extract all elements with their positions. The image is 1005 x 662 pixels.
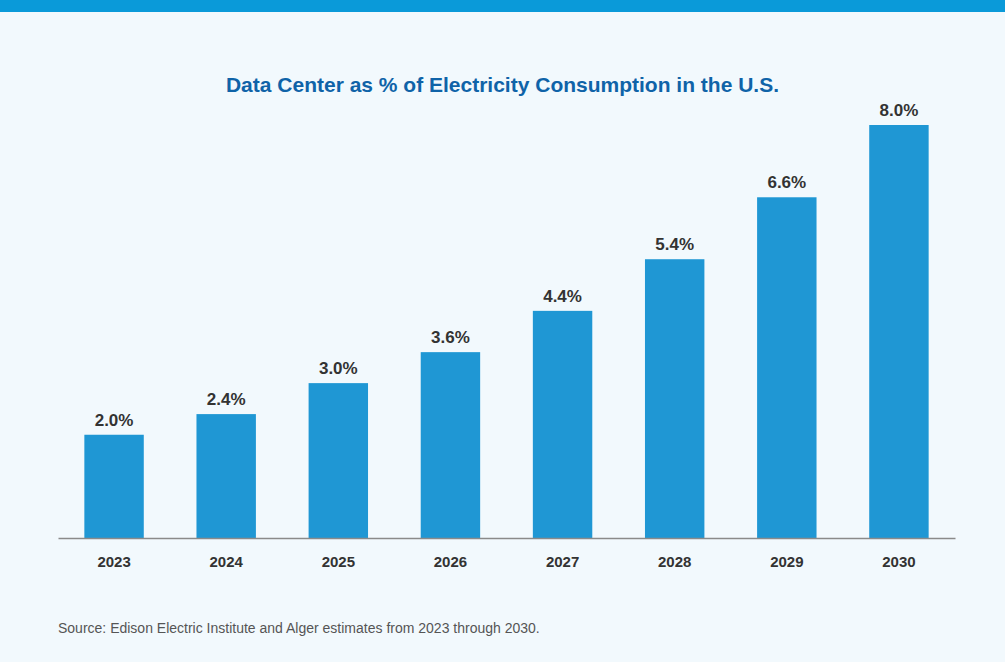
x-axis: 2023 2024 2025 2026 2027 2028 2029 2030 <box>59 538 956 570</box>
top-stripe <box>0 0 1005 12</box>
bar <box>869 125 928 538</box>
x-tick-label: 2028 <box>658 553 691 570</box>
x-tick-label: 2023 <box>97 553 130 570</box>
bar <box>84 435 143 538</box>
data-label: 3.0% <box>319 359 358 378</box>
x-tick-label: 2030 <box>882 553 915 570</box>
source-note: Source: Edison Electric Institute and Al… <box>58 620 540 636</box>
x-tick: 2025 <box>322 538 355 570</box>
x-tick: 2028 <box>658 538 691 570</box>
bar <box>309 383 368 538</box>
data-label: 3.6% <box>431 328 470 347</box>
data-label: 5.4% <box>655 235 694 254</box>
bars <box>84 125 928 538</box>
data-labels: 2.0% 2.4% 3.0% 3.6% 4.4% 5.4% 6.6% 8.0% <box>95 101 919 430</box>
x-tick-label: 2027 <box>546 553 579 570</box>
bar <box>196 414 255 538</box>
background <box>0 0 1005 662</box>
data-label: 4.4% <box>543 287 582 306</box>
x-tick: 2030 <box>882 538 915 570</box>
x-axis-line <box>59 538 956 540</box>
bar <box>533 311 592 538</box>
data-label: 2.0% <box>95 411 134 430</box>
x-tick: 2027 <box>546 538 579 570</box>
x-tick-label: 2026 <box>434 553 467 570</box>
x-tick-label: 2025 <box>322 553 355 570</box>
x-tick: 2026 <box>434 538 467 570</box>
data-label: 6.6% <box>767 173 806 192</box>
x-tick: 2029 <box>770 538 803 570</box>
title: Data Center as % of Electricity Consumpt… <box>226 73 779 96</box>
bar <box>421 352 480 538</box>
x-tick: 2023 <box>97 538 130 570</box>
data-label: 8.0% <box>880 101 919 120</box>
x-tick-label: 2029 <box>770 553 803 570</box>
x-tick-label: 2024 <box>210 553 244 570</box>
chart: Data Center as % of Electricity Consumpt… <box>0 0 1005 662</box>
x-tick: 2024 <box>210 538 244 570</box>
data-label: 2.4% <box>207 390 246 409</box>
bar <box>757 197 816 538</box>
bar <box>645 259 704 538</box>
